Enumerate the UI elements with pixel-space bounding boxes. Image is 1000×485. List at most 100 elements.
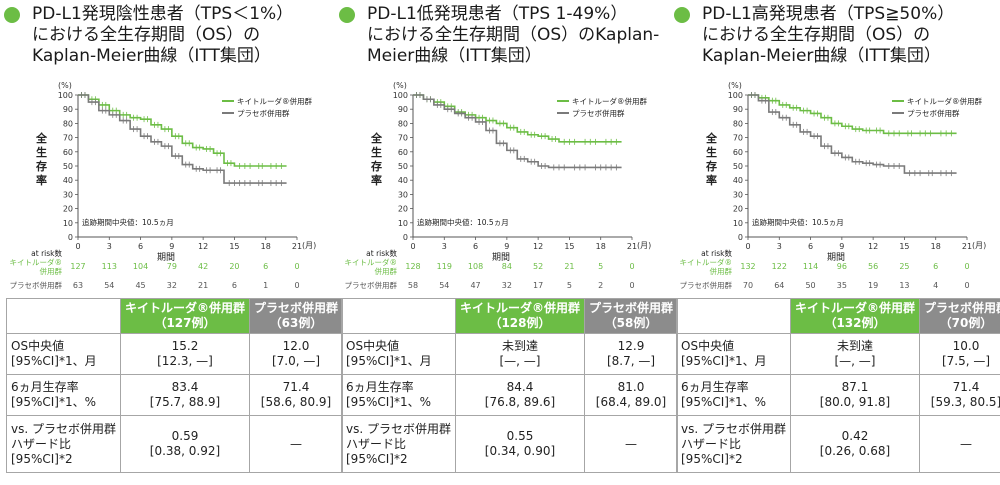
cell-placebo: — (918, 415, 1000, 473)
atrisk-placebo-value: 21 (198, 281, 208, 290)
atrisk-keytruda-value: 79 (167, 262, 177, 271)
atrisk-keytruda-value: 96 (837, 262, 847, 271)
cell-keytruda: 84.4 [76.8, 89.6] (454, 374, 586, 416)
atrisk-placebo-value: 0 (294, 281, 299, 290)
placebo-curve (413, 94, 622, 169)
bullet-dot-icon (674, 7, 690, 23)
x-axis-label: 期間 (827, 252, 845, 263)
atrisk-placebo-value: 58 (408, 281, 418, 290)
x-axis-label: 期間 (157, 252, 175, 263)
atrisk-placebo-value: 32 (167, 281, 177, 290)
y-axis-label-1: 全 (35, 131, 48, 145)
x-tick-label: 12 (533, 242, 543, 251)
atrisk-placebo-label: プラセボ併用群 (680, 280, 733, 290)
atrisk-keytruda-value: 113 (102, 262, 117, 271)
table-corner (6, 298, 121, 334)
atrisk-keytruda-value: 119 (437, 262, 452, 271)
atrisk-placebo-value: 4 (933, 281, 938, 290)
title-line: Meier曲線（ITT集団） (367, 46, 542, 66)
legend-placebo: プラセボ併用群 (907, 108, 960, 118)
x-tick-label: 3 (442, 242, 447, 251)
row-label: 6ヵ月生存率 [95%CI]*1、% (676, 374, 791, 416)
x-tick-label: 3 (107, 242, 112, 251)
table-header-placebo: プラセボ併用群 （63例） (248, 298, 344, 334)
row-label: vs. プラセボ併用群 ハザード比 [95%CI]*2 (6, 415, 121, 473)
x-tick-label: 15 (229, 242, 239, 251)
x-tick-label: 18 (261, 242, 271, 251)
atrisk-keytruda-label-2: 併用群 (40, 266, 63, 276)
table-header-keytruda: キイトルーダ®併用群 （128例） (454, 298, 586, 334)
y-tick-label: 100 (393, 91, 408, 100)
y-tick-label: 50 (398, 162, 408, 171)
cell-keytruda: 15.2 [12.3, —] (119, 333, 251, 375)
table-header-placebo: プラセボ併用群 （70例） (918, 298, 1000, 334)
panel-title: PD-L1低発現患者（TPS 1-49%） における全生存期間（OS）のKapl… (339, 4, 659, 67)
cell-keytruda: 0.59 [0.38, 0.92] (119, 415, 251, 473)
keytruda-curve (78, 94, 287, 167)
title-line: における全生存期間（OS）の (702, 25, 931, 45)
x-tick-label: 15 (564, 242, 574, 251)
row-label: vs. プラセボ併用群 ハザード比 [95%CI]*2 (341, 415, 456, 473)
y-unit: (%) (58, 81, 72, 90)
panel-2: PD-L1低発現患者（TPS 1-49%） における全生存期間（OS）のKapl… (335, 0, 679, 485)
followup-note: 追跡期間中央値：10.5ヵ月 (417, 217, 509, 227)
atrisk-keytruda-label-2: 併用群 (710, 266, 733, 276)
table-row-6month-survival: 6ヵ月生存率 [95%CI]*1、% 84.4 [76.8, 89.6] 81.… (341, 374, 679, 416)
title-line: PD-L1高発現患者（TPS≧50%） (702, 4, 955, 24)
y-axis-label-3: 存 (36, 159, 47, 173)
legend-keytruda: キイトルーダ®併用群 (572, 96, 647, 106)
y-tick-label: 90 (398, 105, 408, 114)
atrisk-keytruda-value: 21 (564, 262, 574, 271)
row-label: OS中央値 [95%CI]*1、月 (6, 333, 121, 375)
bullet-dot-icon (339, 7, 355, 23)
atrisk-numbers: 132 122 114 96 56 25 6 0 70 64 50 35 19 13 4 0 (740, 262, 969, 290)
cell-placebo: — (248, 415, 344, 473)
row-label: 6ヵ月生存率 [95%CI]*1、% (6, 374, 121, 416)
y-tick-label: 20 (398, 205, 408, 214)
cell-keytruda: 87.1 [80.0, 91.8] (789, 374, 921, 416)
atrisk-keytruda-value: 52 (533, 262, 543, 271)
cell-keytruda: 未到達 [—, —] (789, 333, 921, 375)
x-tick-label: 9 (839, 242, 844, 251)
row-label: vs. プラセボ併用群 ハザード比 [95%CI]*2 (676, 415, 791, 473)
atrisk-keytruda-value: 6 (933, 262, 938, 271)
x-unit: (月) (637, 241, 651, 250)
x-tick-label: 15 (899, 242, 909, 251)
atrisk-placebo-label: プラセボ併用群 (10, 280, 63, 290)
atrisk-label: at risk数 (366, 248, 397, 258)
panel-title: PD-L1高発現患者（TPS≧50%） における全生存期間（OS）の Kapla… (674, 4, 994, 67)
atrisk-keytruda-label-2: 併用群 (375, 266, 398, 276)
y-axis: 0 10 20 30 40 50 60 70 80 90 100 0 3 6 9 12 15 18 21 (393, 91, 637, 251)
legend-keytruda: キイトルーダ®併用群 (237, 96, 312, 106)
os-summary-table: キイトルーダ®併用群 （127例） プラセボ併用群 （63例） OS中央値 [9… (6, 298, 344, 473)
y-tick-label: 30 (63, 190, 73, 199)
atrisk-keytruda-value: 5 (598, 262, 603, 271)
legend: キイトルーダ®併用群 プラセボ併用群 (222, 96, 312, 118)
x-tick-label: 6 (473, 242, 478, 251)
atrisk-placebo-value: 0 (629, 281, 634, 290)
atrisk-placebo-value: 45 (135, 281, 145, 290)
table-row-os-median: OS中央値 [95%CI]*1、月 15.2 [12.3, —] 12.0 [7… (6, 333, 344, 375)
y-tick-label: 50 (733, 162, 743, 171)
row-label: 6ヵ月生存率 [95%CI]*1、% (341, 374, 456, 416)
x-tick-label: 6 (138, 242, 143, 251)
plot-area (748, 92, 957, 177)
table-header-keytruda: キイトルーダ®併用群 （132例） (789, 298, 921, 334)
atrisk-keytruda-label-1: キイトルーダ® (680, 257, 733, 267)
cell-keytruda: 0.55 [0.34, 0.90] (454, 415, 586, 473)
atrisk-keytruda-value: 6 (263, 262, 268, 271)
atrisk-label: at risk数 (31, 248, 62, 258)
atrisk-placebo-value: 19 (868, 281, 878, 290)
x-tick-label: 21 (627, 242, 637, 251)
y-tick-label: 60 (733, 148, 743, 157)
cell-keytruda: 83.4 [75.7, 88.9] (119, 374, 251, 416)
atrisk-placebo-value: 35 (837, 281, 847, 290)
y-tick-label: 80 (398, 119, 408, 128)
plot-area (78, 92, 287, 187)
table-corner (676, 298, 791, 334)
atrisk-placebo-value: 6 (232, 281, 237, 290)
x-tick-label: 0 (745, 242, 750, 251)
x-tick-label: 18 (931, 242, 941, 251)
y-tick-label: 30 (398, 190, 408, 199)
os-summary-table: キイトルーダ®併用群 （132例） プラセボ併用群 （70例） OS中央値 [9… (676, 298, 1000, 473)
